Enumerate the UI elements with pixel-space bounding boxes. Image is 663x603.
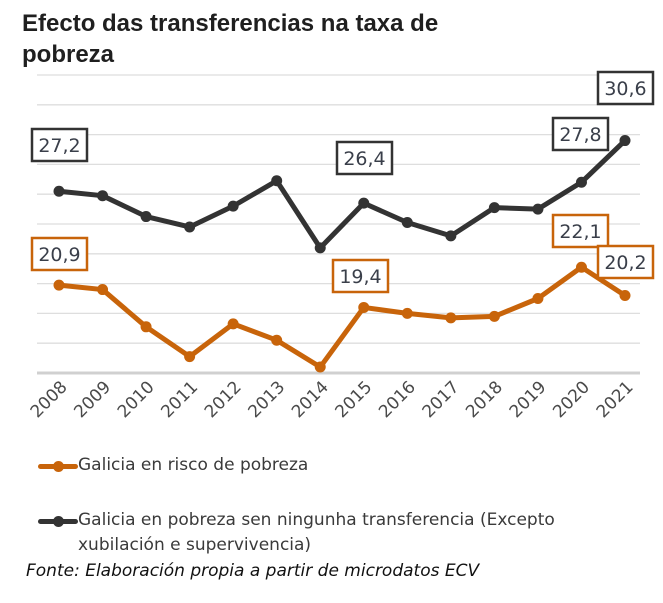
- x-tick-label: 2017: [419, 377, 464, 422]
- x-tick-label: 2016: [375, 377, 420, 422]
- data-label-box: [335, 140, 394, 176]
- x-tick-label: 2011: [157, 377, 202, 422]
- line-chart: 2008200920102011201220132014201520162017…: [27, 70, 655, 422]
- x-tick-label: 2008: [27, 377, 72, 422]
- data-label: 19,4: [339, 266, 381, 288]
- data-label-box: [551, 213, 610, 249]
- data-point: [314, 361, 326, 373]
- data-point: [575, 176, 587, 188]
- data-point: [271, 175, 283, 187]
- data-label: 27,8: [559, 124, 601, 146]
- data-point: [401, 307, 413, 319]
- data-point: [53, 279, 65, 291]
- data-point: [184, 351, 196, 363]
- data-label-box: [596, 70, 655, 106]
- data-point: [97, 190, 109, 202]
- data-label-box: [551, 116, 610, 152]
- data-label: 26,4: [343, 148, 385, 170]
- data-point: [488, 202, 500, 214]
- x-tick-label: 2015: [332, 377, 377, 422]
- data-point: [97, 284, 109, 296]
- data-label: 27,2: [38, 135, 80, 157]
- legend-label-risco: Galicia en risco de pobreza: [78, 455, 309, 475]
- data-label-box: [331, 258, 390, 294]
- data-point: [314, 242, 326, 254]
- data-point: [619, 135, 631, 147]
- legend-label-line1: Galicia en pobreza sen ningunha transfer…: [78, 510, 555, 530]
- legend-item-sen-transferencia: Galicia en pobreza sen ningunha transfer…: [38, 508, 555, 558]
- x-tick-label: 2018: [462, 377, 507, 422]
- legend-item-risco: Galicia en risco de pobreza: [38, 455, 309, 478]
- data-label-box: [30, 127, 89, 163]
- x-tick-label: 2009: [70, 377, 115, 422]
- data-label-box: [30, 236, 89, 272]
- series-line-risco: [56, 264, 628, 370]
- data-point: [184, 221, 196, 233]
- data-point: [227, 200, 239, 212]
- source-note: Fonte: Elaboración propia a partir de mi…: [26, 561, 480, 581]
- x-tick-label: 2010: [114, 377, 159, 422]
- x-tick-label: 2012: [201, 377, 246, 422]
- x-tick-label: 2019: [506, 377, 551, 422]
- data-point: [140, 321, 152, 333]
- chart-title: Efecto das transferencias na taxa de pob…: [22, 10, 439, 68]
- data-label-box: [596, 244, 655, 280]
- data-point: [140, 211, 152, 223]
- series-line-sen-transferencia: [56, 138, 628, 251]
- data-point: [619, 290, 631, 302]
- data-point: [358, 197, 370, 209]
- data-label: 22,1: [559, 221, 601, 243]
- data-point: [401, 217, 413, 229]
- legend-label-line2: xubilación e supervivencia): [78, 535, 312, 555]
- data-point: [271, 334, 283, 346]
- data-point: [532, 293, 544, 304]
- legend-swatch-orange: [38, 456, 78, 476]
- data-label: 30,6: [604, 78, 646, 100]
- data-point: [445, 230, 457, 242]
- data-point: [445, 312, 457, 324]
- data-point: [488, 310, 500, 322]
- legend-label-sen-transferencia: Galicia en pobreza sen ningunha transfer…: [78, 508, 555, 558]
- data-label: 20,2: [604, 252, 646, 274]
- data-point: [575, 261, 587, 273]
- x-tick-label: 2020: [549, 377, 594, 422]
- x-tick-label: 2014: [288, 377, 333, 422]
- data-point: [358, 301, 370, 313]
- data-point: [53, 185, 65, 197]
- legend-swatch-dark: [38, 511, 78, 531]
- data-point: [227, 318, 239, 330]
- data-label: 20,9: [38, 244, 80, 266]
- x-tick-label: 2013: [244, 377, 289, 422]
- x-tick-label: 2021: [593, 377, 638, 422]
- data-point: [532, 203, 544, 215]
